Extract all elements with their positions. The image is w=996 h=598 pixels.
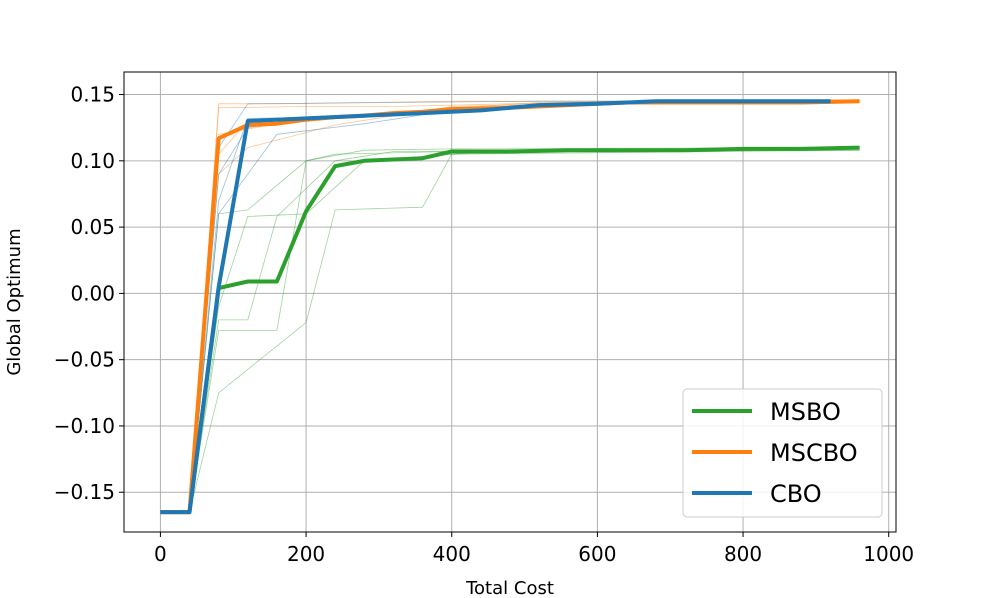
y-tick-label: 0.10 bbox=[70, 149, 115, 173]
legend-box bbox=[682, 388, 883, 518]
series-line-msbo bbox=[160, 145, 860, 515]
y-tick-label: 0.00 bbox=[70, 281, 115, 305]
axis-ticks: 0 200 400 600 800 1000 −0.15 −0.10 −0.05 0.00 0.05… bbox=[54, 83, 914, 566]
x-tick-label: 0 bbox=[154, 542, 167, 566]
y-axis-label: Global Optimum bbox=[4, 228, 25, 375]
x-tick-label: 400 bbox=[433, 542, 471, 566]
y-tick-label: 0.15 bbox=[70, 83, 115, 107]
x-tick-label: 200 bbox=[287, 542, 325, 566]
y-tick-label: 0.05 bbox=[70, 215, 115, 239]
y-tick-label: −0.05 bbox=[54, 348, 115, 372]
plot-area-frame bbox=[123, 71, 897, 533]
legend: MSBO MSCBO CBO bbox=[682, 388, 883, 518]
x-tick-label: 600 bbox=[578, 542, 616, 566]
x-tick-label: 1000 bbox=[863, 542, 914, 566]
x-tick-label: 800 bbox=[724, 542, 762, 566]
run-line bbox=[160, 149, 860, 513]
y-tick-label: −0.10 bbox=[54, 414, 115, 438]
mean-series bbox=[160, 99, 860, 515]
legend-label-cbo: CBO bbox=[770, 480, 822, 508]
legend-label-msbo: MSBO bbox=[770, 398, 841, 426]
legend-label-mscbo: MSCBO bbox=[770, 439, 858, 467]
series-line-cbo bbox=[160, 99, 831, 515]
x-axis-label: Total Cost bbox=[465, 578, 554, 598]
y-tick-label: −0.15 bbox=[54, 480, 115, 504]
